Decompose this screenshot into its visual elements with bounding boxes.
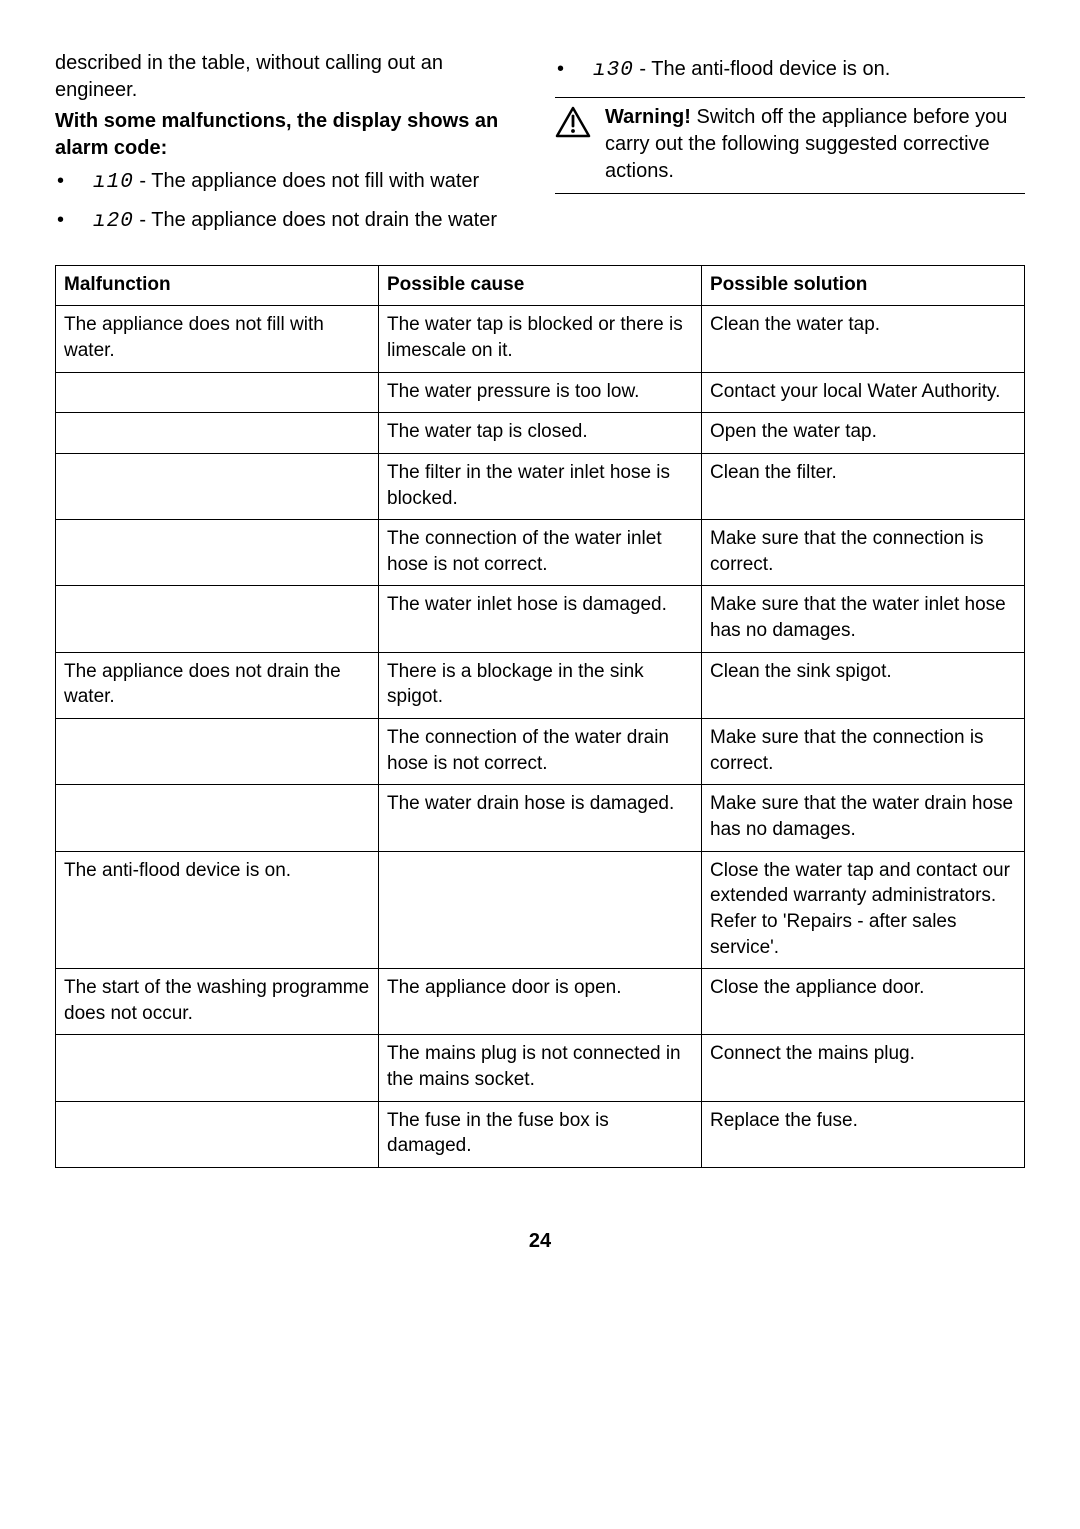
table-row: The connection of the water drain hose i…: [56, 719, 1025, 785]
table-cell: Make sure that the connection is correct…: [702, 719, 1025, 785]
table-cell: The water inlet hose is damaged.: [379, 586, 702, 652]
table-cell: Contact your local Water Authority.: [702, 372, 1025, 413]
alarm-code-label: - The appliance does not drain the water: [134, 209, 497, 231]
table-row: The water pressure is too low.Contact yo…: [56, 372, 1025, 413]
header-solution: Possible solution: [702, 265, 1025, 306]
right-column: ı30 - The anti-flood device is on. Warni…: [555, 50, 1025, 247]
left-column: described in the table, without calling …: [55, 50, 525, 247]
table-body: The appliance does not fill with water.T…: [56, 306, 1025, 1168]
table-cell: The filter in the water inlet hose is bl…: [379, 453, 702, 519]
table-cell: [56, 785, 379, 851]
table-cell: Close the water tap and contact our exte…: [702, 851, 1025, 969]
table-cell: Open the water tap.: [702, 413, 1025, 454]
table-row: The water drain hose is damaged.Make sur…: [56, 785, 1025, 851]
alarm-code-label: - The appliance does not fill with water: [134, 170, 479, 192]
table-cell: The anti-flood device is on.: [56, 851, 379, 969]
table-cell: [56, 586, 379, 652]
table-row: The water tap is closed.Open the water t…: [56, 413, 1025, 454]
alarm-code-list: ı10 - The appliance does not fill with w…: [55, 168, 525, 237]
table-row: The appliance does not drain the water.T…: [56, 652, 1025, 718]
table-cell: The connection of the water inlet hose i…: [379, 520, 702, 586]
warning-icon: [555, 104, 591, 185]
table-cell: Clean the filter.: [702, 453, 1025, 519]
table-cell: The mains plug is not connected in the m…: [379, 1035, 702, 1101]
table-row: The anti-flood device is on. Close the wa…: [56, 851, 1025, 969]
warning-lead: Warning!: [605, 106, 691, 128]
table-cell: [56, 372, 379, 413]
table-cell: Clean the sink spigot.: [702, 652, 1025, 718]
table-cell: The water tap is blocked or there is lim…: [379, 306, 702, 372]
intro-columns: described in the table, without calling …: [55, 50, 1025, 247]
warning-text-container: Warning! Switch off the appliance before…: [605, 104, 1025, 185]
intro-text: described in the table, without calling …: [55, 50, 525, 104]
warning-box: Warning! Switch off the appliance before…: [555, 97, 1025, 194]
table-cell: Make sure that the water drain hose has …: [702, 785, 1025, 851]
table-row: The filter in the water inlet hose is bl…: [56, 453, 1025, 519]
table-cell: Replace the fuse.: [702, 1101, 1025, 1167]
table-cell: [379, 851, 702, 969]
alarm-code: ı20: [93, 210, 134, 233]
table-cell: [56, 719, 379, 785]
alarm-code-label: - The anti-flood device is on.: [634, 58, 890, 80]
table-cell: Clean the water tap.: [702, 306, 1025, 372]
table-cell: The fuse in the fuse box is damaged.: [379, 1101, 702, 1167]
table-cell: The water drain hose is damaged.: [379, 785, 702, 851]
table-cell: The start of the washing programme does …: [56, 969, 379, 1035]
header-cause: Possible cause: [379, 265, 702, 306]
table-cell: The appliance does not fill with water.: [56, 306, 379, 372]
table-cell: The appliance does not drain the water.: [56, 652, 379, 718]
troubleshooting-table: Malfunction Possible cause Possible solu…: [55, 265, 1025, 1168]
table-cell: The connection of the water drain hose i…: [379, 719, 702, 785]
table-row: The fuse in the fuse box is damaged.Repl…: [56, 1101, 1025, 1167]
table-cell: Make sure that the water inlet hose has …: [702, 586, 1025, 652]
table-cell: [56, 1101, 379, 1167]
alarm-code: ı10: [93, 171, 134, 194]
table-header-row: Malfunction Possible cause Possible solu…: [56, 265, 1025, 306]
table-row: The appliance does not fill with water.T…: [56, 306, 1025, 372]
alarm-code-item: ı10 - The appliance does not fill with w…: [55, 168, 525, 197]
alarm-code-item: ı30 - The anti-flood device is on.: [555, 56, 1025, 85]
alarm-heading: With some malfunctions, the display show…: [55, 108, 525, 162]
table-cell: Make sure that the connection is correct…: [702, 520, 1025, 586]
alarm-code-list-right: ı30 - The anti-flood device is on.: [555, 56, 1025, 85]
alarm-code-item: ı20 - The appliance does not drain the w…: [55, 207, 525, 236]
table-row: The connection of the water inlet hose i…: [56, 520, 1025, 586]
table-cell: [56, 453, 379, 519]
page-number: 24: [55, 1228, 1025, 1255]
table-cell: Connect the mains plug.: [702, 1035, 1025, 1101]
table-cell: [56, 520, 379, 586]
table-cell: There is a blockage in the sink spigot.: [379, 652, 702, 718]
header-malfunction: Malfunction: [56, 265, 379, 306]
table-row: The water inlet hose is damaged.Make sur…: [56, 586, 1025, 652]
table-cell: [56, 413, 379, 454]
table-cell: [56, 1035, 379, 1101]
table-cell: The appliance door is open.: [379, 969, 702, 1035]
table-cell: The water pressure is too low.: [379, 372, 702, 413]
alarm-code: ı30: [593, 59, 634, 82]
table-cell: The water tap is closed.: [379, 413, 702, 454]
table-row: The start of the washing programme does …: [56, 969, 1025, 1035]
table-row: The mains plug is not connected in the m…: [56, 1035, 1025, 1101]
table-cell: Close the appliance door.: [702, 969, 1025, 1035]
